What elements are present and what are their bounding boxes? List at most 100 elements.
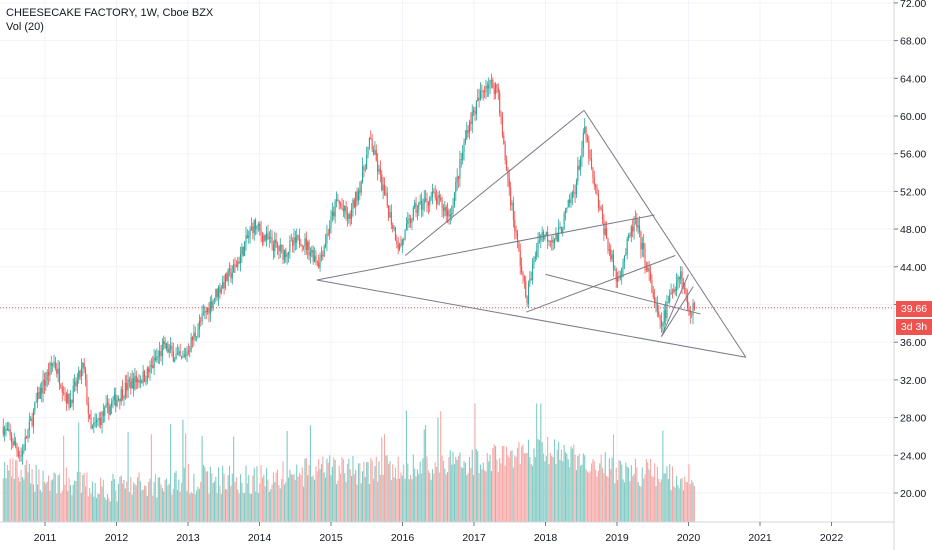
volume-bar [541, 441, 543, 522]
volume-indicator-label[interactable]: Vol (20) [6, 21, 44, 33]
volume-bar [533, 448, 535, 522]
time-tick-label: 2021 [748, 532, 772, 544]
volume-bar [137, 477, 139, 522]
volume-bar [377, 481, 379, 522]
volume-bar [371, 460, 373, 522]
volume-bar [238, 493, 240, 522]
volume-bar [459, 452, 461, 522]
volume-bar [536, 403, 538, 522]
candle-body [388, 205, 390, 218]
volume-bar [286, 430, 288, 522]
candle-body [95, 420, 98, 423]
candle-body [164, 341, 166, 349]
candle-body [23, 449, 25, 451]
candle-body [281, 244, 283, 247]
candle-body [625, 253, 627, 256]
candle-body [477, 97, 479, 102]
volume-bar [102, 479, 104, 522]
volume-bar [617, 480, 619, 522]
candle-body [90, 418, 92, 429]
candle-body [364, 169, 366, 171]
candle-body [431, 191, 434, 197]
volume-bar [603, 473, 605, 522]
candle-body [588, 140, 590, 159]
candle-body [526, 297, 528, 304]
volume-bar [684, 476, 686, 522]
candle-body [241, 247, 243, 255]
candle-body [266, 233, 268, 241]
candle-body [292, 240, 294, 246]
volume-bar [537, 438, 539, 522]
candle-body [351, 208, 353, 219]
time-tick-label: 2019 [605, 532, 629, 544]
volume-bar [61, 490, 63, 522]
volume-bar [227, 475, 229, 522]
volume-bar [334, 459, 336, 522]
volume-bar [122, 483, 124, 522]
volume-bar [457, 455, 460, 522]
volume-bar [159, 477, 161, 522]
candle-body [567, 200, 569, 208]
symbol-title[interactable]: CHEESECAKE FACTORY, 1W, Cboe BZX [6, 7, 214, 19]
candle-body [532, 264, 534, 280]
candle-body [647, 268, 649, 271]
volume-bar [445, 474, 447, 522]
volume-bar [688, 464, 690, 522]
candle-body [566, 207, 568, 210]
candle-body [315, 255, 317, 262]
candle-body [222, 282, 224, 289]
candle-body [397, 244, 399, 250]
volume-bar [441, 455, 443, 522]
candle-body [496, 84, 498, 88]
candle-body [666, 302, 668, 318]
volume-bar [526, 452, 528, 522]
candle-body [560, 226, 562, 234]
volume-bar [256, 466, 258, 522]
volume-bar [111, 480, 113, 522]
candle-body [307, 241, 309, 250]
candle-body [234, 264, 236, 266]
candle-body [286, 254, 288, 257]
candle-body [75, 381, 77, 387]
candle-body [15, 440, 17, 447]
candle-body [459, 159, 461, 179]
candle-body [97, 420, 99, 421]
trendlines[interactable] [0, 109, 894, 358]
volume-bar [444, 468, 446, 522]
candle-body [80, 367, 83, 377]
candle-body [673, 289, 675, 293]
candle-body [552, 240, 554, 244]
candle-body [64, 393, 66, 395]
volume-bar [338, 465, 340, 522]
volume-bar [9, 458, 11, 522]
volume-bar [249, 493, 251, 522]
volume-bar [612, 434, 615, 522]
candle-body [570, 197, 572, 204]
volume-bar [429, 472, 431, 522]
candle-body [688, 307, 690, 310]
volume-bar [63, 435, 65, 522]
candle-body [386, 193, 388, 206]
volume-bar [682, 490, 684, 522]
candle-body [437, 195, 439, 205]
candle-body [246, 235, 248, 239]
volume-bar [392, 464, 394, 522]
volume-bar [160, 484, 162, 522]
candle-body [493, 88, 495, 94]
candle-body [337, 199, 339, 202]
candle-body [544, 235, 546, 240]
volume-bar [293, 474, 295, 522]
candle-body [134, 375, 136, 390]
volume-bar [186, 491, 188, 522]
volume-bar [301, 467, 303, 522]
volume-bar [65, 467, 67, 522]
volume-bar [20, 469, 22, 522]
volume-bar [76, 471, 78, 522]
candle-body [503, 135, 505, 145]
candle-body [6, 428, 8, 431]
candle-body [456, 176, 458, 183]
volume-bar [230, 485, 232, 522]
time-tick-label: 2022 [820, 532, 844, 544]
